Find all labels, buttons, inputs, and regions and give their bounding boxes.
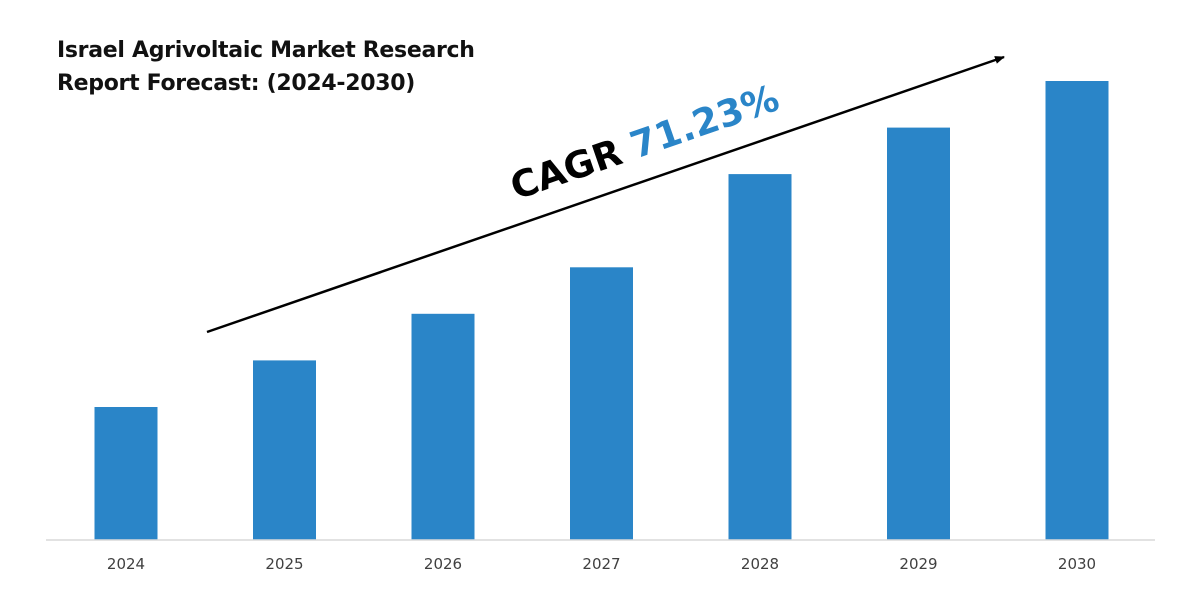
x-tick-labels: 2024 2025 2026 2027 2028 2029 2030 (107, 555, 1096, 573)
bar-2027 (570, 267, 633, 540)
bar-2030 (1045, 81, 1109, 540)
bar-2029 (887, 127, 950, 540)
bar-2024 (94, 407, 158, 540)
cagr-value: 71.23% (625, 76, 785, 167)
x-tick-label-2027: 2027 (582, 555, 620, 573)
bar-2026 (411, 313, 475, 540)
x-tick-label-2026: 2026 (424, 555, 462, 573)
x-tick-label-2028: 2028 (741, 555, 779, 573)
bar-2028 (728, 174, 792, 540)
chart-title-line-1: Israel Agrivoltaic Market Research (57, 38, 475, 63)
x-tick-label-2024: 2024 (107, 555, 145, 573)
chart-title: Israel Agrivoltaic Market Research Repor… (57, 34, 475, 100)
cagr-prefix: CAGR (505, 131, 627, 209)
chart-title-line-2: Report Forecast: (2024-2030) (57, 71, 416, 96)
bars-layer (94, 81, 1109, 540)
x-tick-label-2030: 2030 (1058, 555, 1096, 573)
x-tick-label-2025: 2025 (265, 555, 303, 573)
bar-2025 (253, 360, 316, 540)
x-tick-label-2029: 2029 (899, 555, 937, 573)
trend-arrow (206, 55, 1005, 334)
